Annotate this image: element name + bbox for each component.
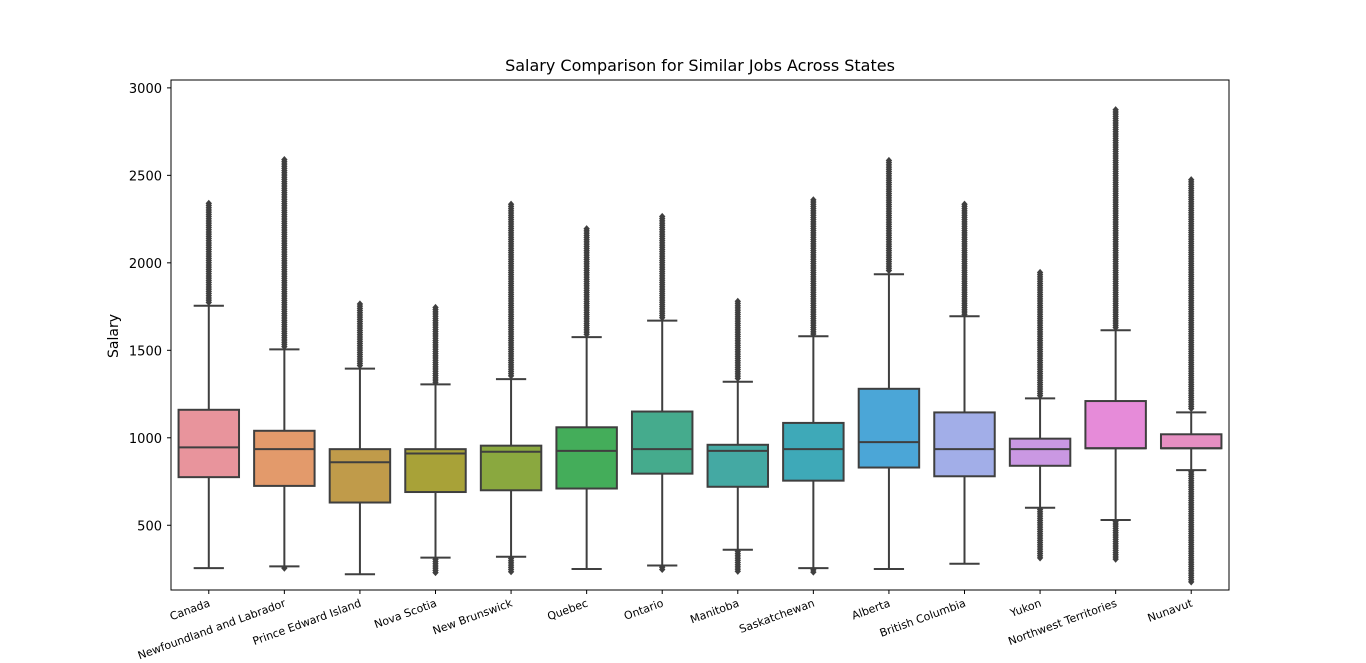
- outlier-point: [1188, 404, 1195, 413]
- outlier-point: [810, 568, 817, 576]
- x-tick-label: Nova Scotia: [372, 597, 438, 632]
- y-axis-label: Salary: [106, 314, 122, 358]
- x-tick-label: Canada: [168, 597, 212, 624]
- box-newfoundland-and-labrador: [253, 429, 316, 487]
- outlier-point: [205, 298, 212, 306]
- x-tick-label: Ontario: [622, 597, 665, 623]
- x-tick-label: Nunavut: [1146, 596, 1195, 624]
- y-tick-label: 1500: [129, 344, 162, 359]
- box-northwest-territories: [1084, 400, 1147, 450]
- box-nova-scotia: [404, 448, 467, 494]
- x-tick-label: Alberta: [850, 597, 892, 623]
- box-new-brunswick: [479, 444, 543, 492]
- outlier-point: [810, 330, 817, 338]
- box-canada: [177, 408, 241, 479]
- y-tick-label: 2000: [129, 257, 162, 272]
- plot-frame: [170, 79, 1230, 591]
- outlier-point: [432, 568, 439, 577]
- outlier-point: [281, 564, 288, 572]
- box-nunavut: [1159, 433, 1223, 450]
- box-prince-edward-island: [328, 448, 392, 504]
- outlier-point: [583, 330, 590, 338]
- outlier-point: [507, 372, 515, 380]
- x-tick-label: British Columbia: [878, 597, 968, 640]
- chart-title: Salary Comparison for Similar Jobs Acros…: [505, 56, 895, 75]
- outlier-point: [659, 314, 666, 322]
- outlier-point: [507, 568, 515, 576]
- box-ontario: [630, 410, 694, 475]
- outlier-point: [1036, 554, 1044, 562]
- box-alberta: [857, 387, 921, 469]
- outlier-point: [356, 361, 364, 370]
- plot-area: 500 1000 1500 2000 2500 3000 CanadaNewfoundlan…: [129, 82, 1223, 662]
- y-tick-label: 2500: [129, 169, 162, 184]
- x-tick-label: New Brunswick: [431, 596, 515, 637]
- x-tick-label: Saskatchewan: [738, 597, 817, 636]
- x-tick-label: Yukon: [1008, 597, 1044, 621]
- x-tick-label: Manitoba: [688, 597, 740, 627]
- box-yukon: [1008, 437, 1072, 467]
- outlier-point: [1112, 555, 1119, 563]
- outlier-point: [659, 565, 666, 574]
- outlier-point: [734, 374, 741, 382]
- box-british-columbia: [933, 411, 996, 478]
- box-quebec: [555, 426, 618, 490]
- outlier-point: [281, 343, 288, 351]
- x-tick-label: Quebec: [546, 597, 590, 624]
- box-saskatchewan: [782, 421, 845, 482]
- y-tick-label: 3000: [129, 82, 162, 97]
- y-tick-label: 1000: [129, 432, 162, 447]
- x-tick-label: Newfoundland and Labrador: [136, 596, 288, 662]
- outlier-point: [885, 266, 893, 275]
- outlier-point: [1188, 578, 1195, 586]
- outlier-point: [734, 567, 741, 575]
- y-tick-label: 500: [137, 519, 162, 534]
